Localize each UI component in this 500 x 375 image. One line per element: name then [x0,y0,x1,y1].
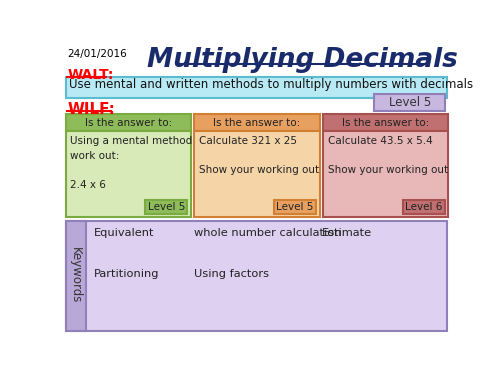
Text: WALT:: WALT: [67,68,114,82]
Text: Is the answer to:: Is the answer to: [342,118,430,128]
Text: whole number calculation

Using factors: whole number calculation Using factors [194,228,342,279]
Text: Level 5: Level 5 [276,202,314,212]
FancyBboxPatch shape [66,220,86,331]
FancyBboxPatch shape [194,114,320,131]
FancyBboxPatch shape [66,220,447,331]
FancyBboxPatch shape [323,131,448,218]
Text: Level 6: Level 6 [405,202,442,212]
Text: 24/01/2016: 24/01/2016 [67,49,127,59]
FancyBboxPatch shape [146,200,188,214]
Text: Level 5: Level 5 [148,202,185,212]
Text: Calculate 321 x 25

Show your working out: Calculate 321 x 25 Show your working out [199,136,319,176]
Text: Equivalent

Partitioning: Equivalent Partitioning [94,228,159,279]
Text: Level 5: Level 5 [388,96,431,109]
Text: WILF:: WILF: [67,102,115,117]
Text: Is the answer to:: Is the answer to: [214,118,300,128]
FancyBboxPatch shape [66,114,191,131]
FancyBboxPatch shape [274,200,316,214]
Text: Is the answer to:: Is the answer to: [85,118,172,128]
FancyBboxPatch shape [374,94,446,111]
Text: Estimate: Estimate [322,228,372,238]
Text: Keywords: Keywords [69,248,82,304]
FancyBboxPatch shape [66,76,447,98]
FancyBboxPatch shape [66,131,191,218]
FancyBboxPatch shape [323,114,448,131]
FancyBboxPatch shape [194,131,320,218]
Text: Multiplying Decimals: Multiplying Decimals [148,47,458,73]
Text: Using a mental method
work out:

2.4 x 6: Using a mental method work out: 2.4 x 6 [70,136,192,190]
FancyBboxPatch shape [402,200,444,214]
Text: Calculate 43.5 x 5.4

Show your working out: Calculate 43.5 x 5.4 Show your working o… [328,136,448,176]
Text: Use mental and written methods to multiply numbers with decimals: Use mental and written methods to multip… [68,78,473,91]
